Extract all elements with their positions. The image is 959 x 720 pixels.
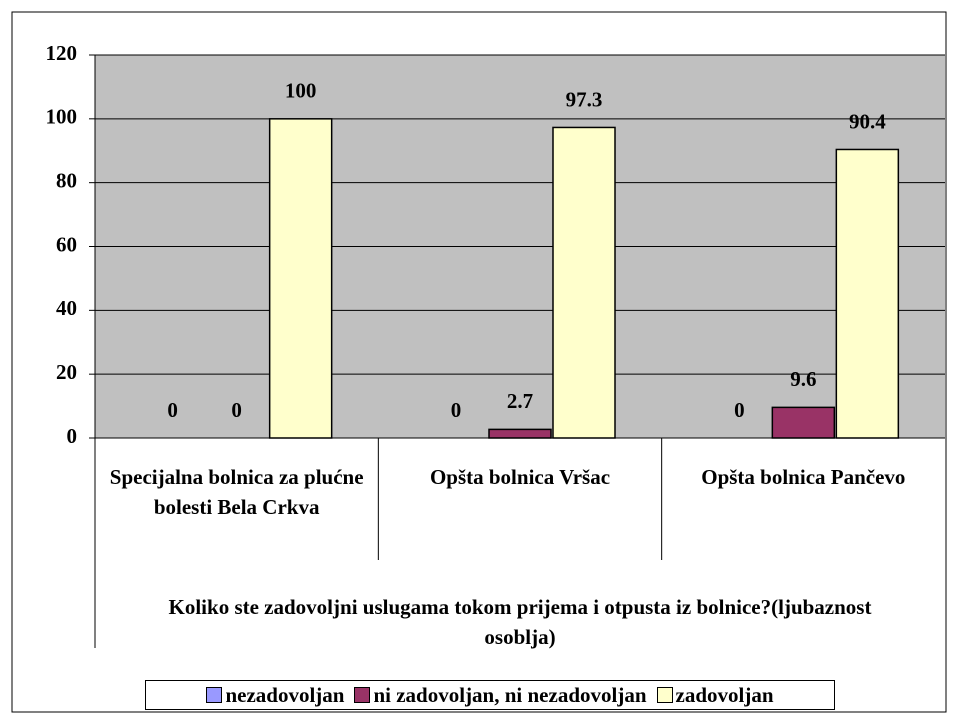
legend-label: nezadovoljan xyxy=(225,682,345,707)
legend-swatch xyxy=(656,687,673,703)
data-label: 0 xyxy=(451,398,462,422)
legend: nezadovoljan ni zadovoljan, ni nezadovolj… xyxy=(145,680,835,710)
y-tick-label: 100 xyxy=(46,105,78,129)
data-label: 0 xyxy=(167,398,178,422)
bar xyxy=(771,406,836,439)
legend-label: zadovoljan xyxy=(675,682,774,707)
legend-swatch xyxy=(354,687,371,703)
legend-swatch xyxy=(206,687,223,703)
x-tick-label: Opšta bolnica Vršac xyxy=(429,465,611,489)
data-label: 0 xyxy=(231,398,242,422)
y-tick-label: 60 xyxy=(56,232,77,256)
bar xyxy=(488,428,552,439)
y-tick-label: 120 xyxy=(46,41,78,65)
x-tick-label: Opšta bolnica Pančevo xyxy=(701,465,906,489)
legend-item: nezadovoljan xyxy=(206,683,344,708)
data-label: 100 xyxy=(285,79,317,103)
bar xyxy=(268,118,333,439)
data-label: 2.7 xyxy=(507,389,533,413)
y-tick-label: 40 xyxy=(56,296,77,320)
bar xyxy=(835,148,900,439)
legend-item: zadovoljan xyxy=(656,682,774,708)
y-tick-label: 20 xyxy=(56,360,77,384)
chart-border xyxy=(11,11,947,713)
bar xyxy=(552,126,616,439)
legend-label: ni zadovoljan, ni nezadovoljan xyxy=(373,682,647,707)
data-label: 90.4 xyxy=(849,109,886,133)
y-tick-label: 80 xyxy=(56,168,77,192)
data-label: 97.3 xyxy=(566,87,603,111)
y-tick-label: 0 xyxy=(67,424,78,448)
data-label: 0 xyxy=(734,398,745,422)
x-axis-title: Koliko ste zadovoljni uslugama tokom pri… xyxy=(168,595,872,649)
x-tick-label: Specijalna bolnica za plućne bolesti Bel… xyxy=(109,465,364,519)
data-label: 9.6 xyxy=(790,367,816,391)
legend-item: ni zadovoljan, ni nezadovoljan xyxy=(354,682,647,708)
